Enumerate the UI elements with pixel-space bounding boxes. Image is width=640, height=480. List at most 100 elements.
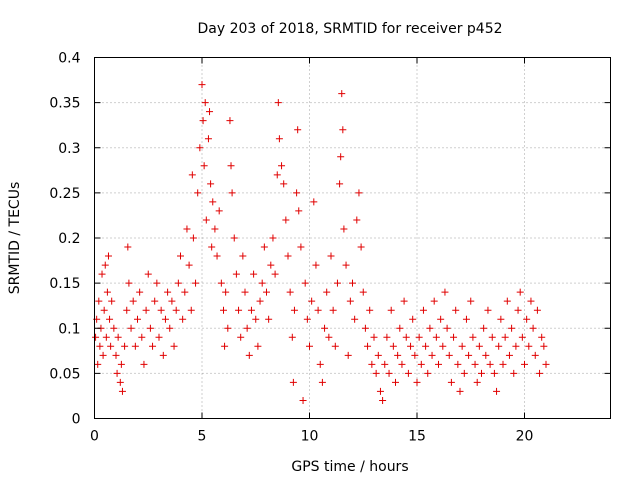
- grid: [94, 57, 611, 419]
- x-tick-label: 20: [516, 429, 534, 445]
- data-point: [413, 378, 421, 386]
- data-point: [123, 306, 131, 314]
- data-point: [247, 306, 255, 314]
- data-point: [282, 216, 290, 224]
- data-point: [499, 360, 507, 368]
- data-point: [284, 252, 292, 260]
- data-point: [340, 225, 348, 233]
- data-point: [460, 369, 468, 377]
- data-point: [503, 297, 511, 305]
- data-point: [428, 351, 436, 359]
- data-point: [510, 369, 518, 377]
- data-point: [232, 270, 240, 278]
- data-point: [289, 378, 297, 386]
- data-point: [100, 306, 108, 314]
- y-tick-label: 0.05: [49, 366, 80, 382]
- data-point: [493, 387, 501, 395]
- data-point: [325, 333, 333, 341]
- data-point: [518, 333, 526, 341]
- data-point: [207, 180, 215, 188]
- x-tick-label: 15: [408, 429, 426, 445]
- data-point: [134, 315, 141, 323]
- data-point: [99, 351, 107, 359]
- y-axis-label: SRMTID / TECUs: [7, 182, 23, 295]
- data-point: [104, 252, 112, 260]
- data-point: [226, 117, 234, 125]
- data-point: [204, 135, 212, 143]
- data-point: [467, 297, 475, 305]
- data-point: [333, 279, 341, 287]
- data-point: [189, 234, 197, 242]
- data-point: [389, 342, 397, 350]
- data-point: [278, 162, 286, 170]
- data-point: [473, 378, 481, 386]
- data-point: [267, 261, 275, 269]
- data-point: [344, 351, 352, 359]
- data-point: [306, 342, 313, 350]
- data-point: [112, 351, 120, 359]
- data-point: [447, 378, 455, 386]
- data-point: [124, 243, 132, 251]
- data-point: [456, 387, 464, 395]
- data-point: [275, 135, 283, 143]
- data-point: [153, 279, 161, 287]
- data-point: [103, 288, 111, 296]
- data-point: [140, 360, 148, 368]
- data-point: [183, 225, 191, 233]
- data-point: [469, 333, 477, 341]
- data-point: [482, 351, 490, 359]
- data-point: [166, 324, 174, 332]
- data-point: [131, 342, 139, 350]
- data-point: [213, 252, 221, 260]
- data-point: [237, 333, 245, 341]
- data-point: [484, 306, 492, 314]
- data-point: [475, 342, 483, 350]
- data-point: [512, 342, 520, 350]
- data-point: [525, 342, 533, 350]
- data-point: [514, 306, 522, 314]
- data-point: [269, 234, 277, 242]
- data-point: [102, 333, 110, 341]
- data-point: [117, 360, 125, 368]
- data-point: [159, 351, 167, 359]
- data-point: [402, 333, 410, 341]
- data-point: [516, 288, 524, 296]
- data-point: [372, 369, 380, 377]
- data-point: [542, 360, 550, 368]
- data-point: [202, 216, 210, 224]
- data-point: [480, 324, 488, 332]
- data-point: [254, 342, 262, 350]
- data-point: [286, 288, 294, 296]
- data-point: [201, 99, 209, 107]
- data-point: [118, 387, 126, 395]
- data-point: [288, 333, 296, 341]
- data-point: [215, 207, 223, 215]
- y-tick-label: 0.4: [58, 51, 80, 67]
- data-point: [536, 369, 544, 377]
- x-axis-label: GPS time / hours: [291, 459, 408, 475]
- data-point: [199, 117, 207, 125]
- data-point: [245, 351, 253, 359]
- data-point: [422, 342, 430, 350]
- data-point: [101, 261, 109, 269]
- data-point: [299, 396, 307, 404]
- y-tick-label: 0.35: [49, 96, 80, 112]
- data-point: [521, 360, 528, 368]
- axis-ticks: [94, 57, 611, 419]
- y-tick-label: 0.3: [58, 141, 80, 157]
- data-point: [407, 342, 415, 350]
- data-point: [136, 288, 144, 296]
- data-point: [346, 297, 354, 305]
- data-point: [187, 306, 195, 314]
- data-point: [121, 342, 129, 350]
- data-point: [127, 324, 135, 332]
- data-point: [417, 360, 425, 368]
- data-point: [107, 342, 115, 350]
- data-point: [273, 171, 281, 179]
- data-point: [527, 297, 535, 305]
- data-point: [314, 306, 322, 314]
- data-point: [339, 126, 347, 134]
- data-point: [323, 288, 331, 296]
- data-point: [361, 324, 369, 332]
- data-point: [170, 342, 178, 350]
